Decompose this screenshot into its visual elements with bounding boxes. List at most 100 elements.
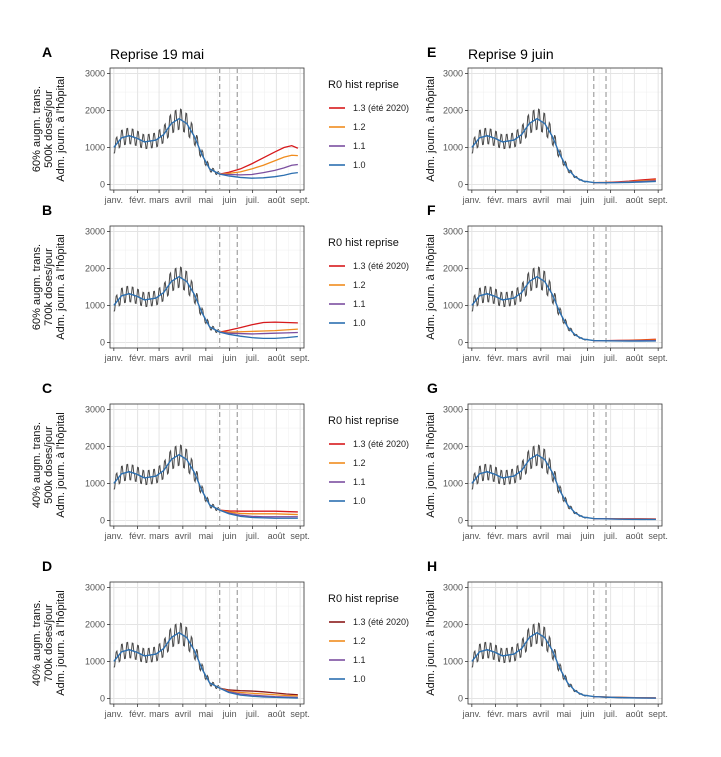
legend-label-3: 1.0 [353, 674, 366, 684]
trend-line [113, 453, 220, 511]
y-tick-label: 0 [100, 179, 105, 189]
x-tick-label: juin [580, 531, 595, 541]
x-tick-label: juil. [245, 709, 260, 719]
x-tick-label: avril [533, 195, 550, 205]
series-line-2 [219, 687, 298, 698]
x-tick-label: mai [557, 353, 572, 363]
y-axis-title: Adm. journ. à l'hôpital [425, 76, 437, 181]
trend-line [471, 453, 594, 520]
panel-letter: E [427, 44, 436, 60]
x-tick-label: sept. [290, 353, 310, 363]
x-tick-label: févr. [487, 195, 504, 205]
x-tick-label: févr. [129, 195, 146, 205]
x-tick-label: juin [222, 531, 237, 541]
legend-label-1: 1.2 [353, 280, 366, 290]
x-tick-label: juin [580, 353, 595, 363]
series-line-0 [219, 144, 299, 175]
x-tick-label: sept. [648, 353, 668, 363]
x-tick-label: juin [222, 195, 237, 205]
y-axis-title: 500k doses/jour [43, 90, 55, 168]
legend: R0 hist reprise 1.3 (été 2020) 1.2 1.1 1.0 [328, 79, 409, 170]
legend-label-1: 1.2 [353, 122, 366, 132]
legend-label-2: 1.1 [353, 299, 366, 309]
x-tick-label: août [268, 195, 286, 205]
x-tick-label: févr. [129, 353, 146, 363]
x-tick-label: août [268, 353, 286, 363]
panel-title: Reprise 9 juin [468, 46, 554, 62]
legend-label-0: 1.3 (été 2020) [353, 439, 409, 449]
y-tick-label: 1000 [443, 656, 463, 666]
y-tick-label: 2000 [85, 264, 105, 274]
panel-letter: C [42, 380, 52, 396]
panel-border [109, 403, 305, 527]
y-axis-title: Adm. journ. à l'hôpital [425, 412, 437, 517]
y-axis-title: 700k doses/jour [43, 248, 55, 326]
trend-line [471, 117, 594, 184]
x-tick-label: mars [149, 195, 169, 205]
x-tick-label: janv. [462, 353, 481, 363]
y-tick-label: 0 [100, 693, 105, 703]
legend-label-1: 1.2 [353, 636, 366, 646]
x-tick-label: sept. [290, 709, 310, 719]
x-tick-label: avril [175, 195, 192, 205]
x-tick-label: févr. [129, 709, 146, 719]
x-tick-label: juil. [603, 195, 618, 205]
y-tick-label: 0 [458, 693, 463, 703]
y-tick-label: 2000 [443, 106, 463, 116]
observed-line [471, 444, 589, 519]
panel-border [467, 67, 663, 191]
legend-label-0: 1.3 (été 2020) [353, 617, 409, 627]
x-tick-label: févr. [487, 709, 504, 719]
legend-label-3: 1.0 [353, 160, 366, 170]
legend-title: R0 hist reprise [328, 79, 399, 91]
y-axis-title: 40% augm. trans. [31, 600, 43, 686]
observed-line [471, 622, 589, 697]
panel-E: 0 1000 2000 3000 janv. févr. mars avril mai juin j… [425, 44, 668, 205]
x-tick-label: août [626, 353, 644, 363]
y-tick-label: 0 [100, 515, 105, 525]
x-tick-label: janv. [104, 195, 123, 205]
legend: R0 hist reprise 1.3 (été 2020) 1.2 1.1 1.0 [328, 593, 409, 684]
panel-border [109, 67, 305, 191]
legend: R0 hist reprise 1.3 (été 2020) 1.2 1.1 1.0 [328, 237, 409, 328]
x-tick-label: avril [533, 353, 550, 363]
legend-label-3: 1.0 [353, 318, 366, 328]
series-line-2 [219, 163, 298, 176]
x-tick-label: mars [507, 531, 527, 541]
y-axis-title: 40% augm. trans. [31, 422, 43, 508]
series-line-1 [219, 509, 298, 516]
series-line-3 [219, 331, 298, 340]
y-axis-title: 60% augm. trans. [31, 86, 43, 172]
y-tick-label: 3000 [85, 405, 105, 415]
y-tick-label: 1000 [85, 478, 105, 488]
x-tick-label: mai [199, 709, 214, 719]
panel-D: 0 1000 2000 3000 janv. févr. mars avril mai juin j… [31, 558, 409, 719]
series-line-3 [219, 687, 298, 699]
panel-letter: A [42, 44, 52, 60]
y-axis-title: Adm. journ. à l'hôpital [55, 590, 67, 695]
y-axis-title: Adm. journ. à l'hôpital [425, 234, 437, 339]
legend-label-2: 1.1 [353, 655, 366, 665]
x-tick-label: mars [149, 709, 169, 719]
series-line-3 [593, 517, 656, 521]
series-line-1 [219, 687, 298, 697]
legend-title: R0 hist reprise [328, 415, 399, 427]
legend-title: R0 hist reprise [328, 237, 399, 249]
series-line-0 [219, 687, 298, 696]
y-tick-label: 3000 [85, 69, 105, 79]
series-line-1 [219, 154, 298, 175]
x-tick-label: avril [533, 531, 550, 541]
trend-line [471, 631, 594, 698]
series-line-1 [219, 328, 298, 333]
x-tick-label: janv. [462, 531, 481, 541]
observed-line [113, 444, 220, 512]
x-tick-label: janv. [104, 353, 123, 363]
x-tick-label: mars [149, 353, 169, 363]
panel-letter: G [427, 380, 438, 396]
panel-G: 0 1000 2000 3000 janv. févr. mars avril mai juin j… [425, 380, 668, 541]
x-tick-label: juil. [603, 709, 618, 719]
x-tick-label: janv. [462, 709, 481, 719]
x-tick-label: mai [557, 709, 572, 719]
panel-letter: D [42, 558, 52, 574]
